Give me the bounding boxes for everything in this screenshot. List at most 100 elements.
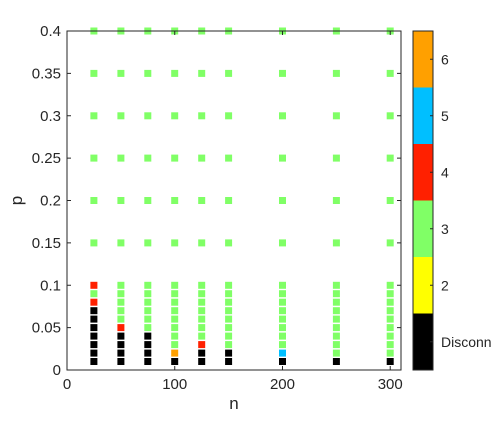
data-marker	[117, 112, 125, 120]
data-marker	[279, 358, 286, 365]
data-marker	[279, 307, 286, 315]
data-marker	[171, 154, 179, 162]
data-marker	[144, 332, 152, 340]
y-axis-label: p	[7, 196, 26, 205]
data-marker	[171, 324, 179, 332]
data-marker	[386, 324, 394, 332]
data-markers	[90, 27, 394, 365]
data-marker	[225, 358, 233, 365]
data-marker	[198, 197, 206, 204]
data-marker	[332, 307, 340, 315]
data-marker	[144, 290, 152, 298]
data-marker	[198, 349, 206, 357]
data-marker	[279, 197, 286, 204]
data-marker	[386, 307, 394, 315]
y-tick-label: 0.35	[32, 65, 61, 82]
data-marker	[117, 324, 125, 332]
data-marker	[144, 197, 152, 204]
data-marker	[279, 324, 286, 332]
data-marker	[171, 69, 179, 77]
data-marker	[386, 315, 394, 323]
data-marker	[171, 307, 179, 315]
data-marker	[198, 307, 206, 315]
data-marker	[198, 281, 206, 289]
data-marker	[386, 197, 394, 204]
data-marker	[90, 358, 98, 365]
data-marker	[144, 324, 152, 332]
data-marker	[117, 290, 125, 298]
y-tick-label: 0.2	[40, 193, 61, 210]
x-axis-label: n	[229, 394, 238, 413]
data-marker	[144, 69, 152, 77]
data-marker	[171, 281, 179, 289]
colorbar-label: 5	[441, 108, 449, 124]
colorbar-segment	[413, 87, 433, 144]
colorbar-label: 4	[441, 164, 449, 180]
data-marker	[279, 154, 286, 162]
data-marker	[279, 239, 286, 247]
data-marker	[171, 197, 179, 204]
data-marker	[225, 239, 233, 247]
data-marker	[90, 281, 98, 289]
data-marker	[198, 315, 206, 323]
data-marker	[90, 290, 98, 298]
x-tick-label: 0	[63, 376, 71, 393]
data-marker	[90, 112, 98, 120]
data-marker	[225, 154, 233, 162]
data-marker	[90, 197, 98, 204]
data-marker	[386, 341, 394, 349]
data-marker	[117, 298, 125, 306]
data-marker	[117, 307, 125, 315]
data-marker	[90, 349, 98, 357]
data-marker	[144, 349, 152, 357]
data-marker	[144, 239, 152, 247]
colorbar-label: Disconn	[441, 334, 492, 350]
data-marker	[386, 281, 394, 289]
data-marker	[225, 112, 233, 120]
plot-area-frame	[66, 30, 402, 371]
data-marker	[90, 298, 98, 306]
data-marker	[386, 358, 394, 365]
y-axis-ticks: 0 0.05 0.1 0.15 0.2 0.25 0.3 0.35 0.4	[32, 23, 401, 379]
data-marker	[198, 298, 206, 306]
data-marker	[225, 298, 233, 306]
colorbar-segment	[413, 144, 433, 201]
data-marker	[332, 324, 340, 332]
data-marker	[225, 349, 233, 357]
data-marker	[279, 341, 286, 349]
y-tick-label: 0	[53, 362, 61, 379]
y-tick-label: 0.4	[40, 23, 61, 40]
data-marker	[198, 358, 206, 365]
data-marker	[279, 281, 286, 289]
data-marker	[386, 112, 394, 120]
data-marker	[225, 324, 233, 332]
data-marker	[171, 298, 179, 306]
data-marker	[225, 315, 233, 323]
x-tick-label: 300	[378, 376, 403, 393]
data-marker	[198, 154, 206, 162]
data-marker	[386, 154, 394, 162]
data-marker	[117, 332, 125, 340]
data-marker	[225, 290, 233, 298]
x-axis-ticks: 0 100 200 300	[63, 31, 403, 393]
colorbar-frame	[412, 30, 434, 371]
data-marker	[279, 69, 286, 77]
data-marker	[332, 332, 340, 340]
data-marker	[279, 315, 286, 323]
data-marker	[144, 358, 152, 365]
data-marker	[332, 341, 340, 349]
data-marker	[332, 290, 340, 298]
data-marker	[225, 69, 233, 77]
data-marker	[171, 239, 179, 247]
data-marker	[198, 324, 206, 332]
y-tick-label: 0.3	[40, 108, 61, 125]
data-marker	[332, 315, 340, 323]
data-marker	[117, 315, 125, 323]
data-marker	[332, 349, 340, 357]
colorbar-segment	[413, 200, 433, 257]
data-marker	[144, 341, 152, 349]
data-marker	[332, 112, 340, 120]
data-marker	[171, 358, 179, 365]
data-marker	[386, 69, 394, 77]
data-marker	[171, 349, 179, 357]
